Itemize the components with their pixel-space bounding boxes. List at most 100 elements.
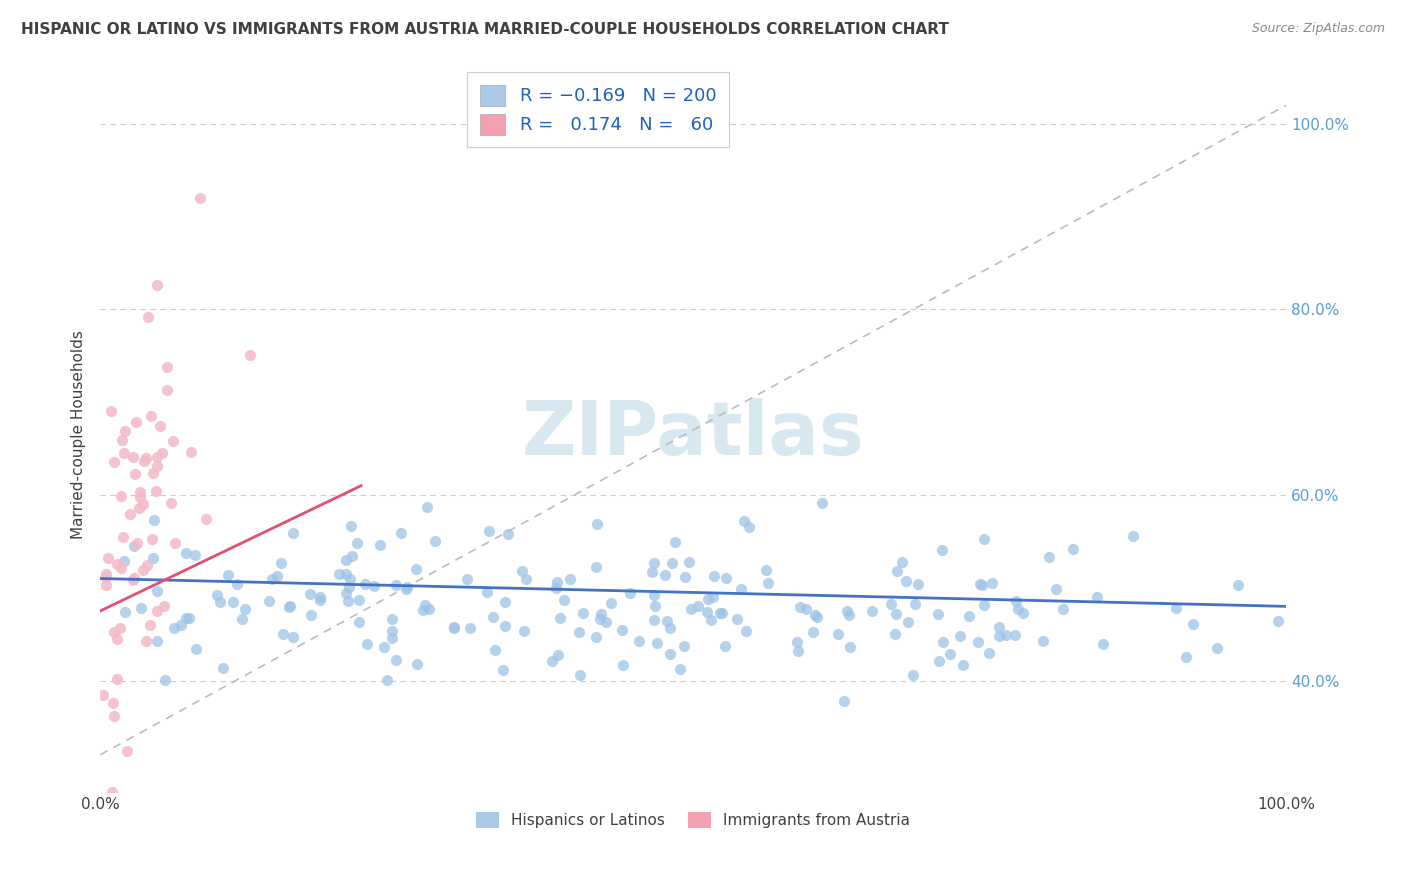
Point [475,584,498,599]
Point [146,277,169,292]
Point [1007,602,1029,616]
Point [696,605,718,619]
Point [112,530,135,544]
Legend: Hispanics or Latinos, Immigrants from Austria: Hispanics or Latinos, Immigrants from Au… [470,805,917,834]
Point [336,594,359,608]
Point [735,624,758,638]
Point [179,610,201,624]
Point [135,558,157,572]
Point [337,580,360,594]
Point [1206,640,1229,655]
Point [122,571,145,585]
Point [97,551,120,566]
Point [886,607,908,622]
Point [641,566,664,580]
Point [709,606,731,620]
Point [142,513,165,527]
Point [513,624,536,639]
Point [112,446,135,460]
Point [702,591,724,605]
Point [931,635,953,649]
Point [299,608,322,623]
Point [880,598,903,612]
Point [966,635,988,649]
Point [122,573,145,587]
Point [112,554,135,568]
Point [569,667,592,681]
Point [131,600,153,615]
Point [278,599,301,614]
Point [894,574,917,589]
Point [1032,634,1054,648]
Point [121,450,143,464]
Point [655,614,678,628]
Point [271,627,294,641]
Point [659,647,682,661]
Point [103,696,125,710]
Point [1122,529,1144,543]
Point [328,566,350,581]
Point [368,538,391,552]
Point [395,582,418,596]
Point [281,525,304,540]
Point [156,383,179,397]
Point [184,642,207,657]
Point [101,785,124,799]
Point [980,575,1002,590]
Point [664,535,686,549]
Point [139,618,162,632]
Point [810,496,832,510]
Point [931,542,953,557]
Point [103,624,125,639]
Point [233,602,256,616]
Point [835,604,858,618]
Point [180,445,202,459]
Point [385,578,408,592]
Point [794,602,817,616]
Point [146,459,169,474]
Text: ZIPatlas: ZIPatlas [522,398,865,471]
Point [806,609,828,624]
Point [145,584,167,599]
Point [1085,590,1108,604]
Point [738,520,761,534]
Point [124,467,146,481]
Point [195,512,218,526]
Point [128,501,150,516]
Point [515,572,537,586]
Point [114,605,136,619]
Point [886,564,908,578]
Point [111,433,134,447]
Point [239,348,262,362]
Point [628,633,651,648]
Point [585,631,607,645]
Point [142,550,165,565]
Point [225,577,247,591]
Point [153,599,176,614]
Point [494,595,516,609]
Point [510,564,533,578]
Point [716,571,738,585]
Point [381,624,404,639]
Point [733,514,755,528]
Point [380,612,402,626]
Point [540,654,562,668]
Point [907,576,929,591]
Point [188,191,211,205]
Point [132,497,155,511]
Point [973,532,995,546]
Point [212,661,235,675]
Point [890,555,912,569]
Point [1164,600,1187,615]
Point [1004,627,1026,641]
Point [482,609,505,624]
Point [832,694,855,708]
Point [94,578,117,592]
Point [128,485,150,500]
Point [599,596,621,610]
Point [105,558,128,572]
Point [96,566,118,581]
Point [150,446,173,460]
Point [711,607,734,621]
Point [135,450,157,465]
